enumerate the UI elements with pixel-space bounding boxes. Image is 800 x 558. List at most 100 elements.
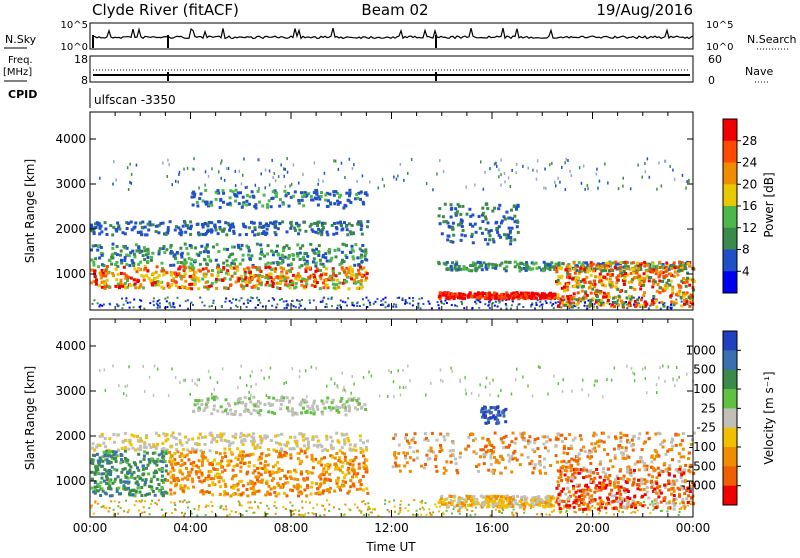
- scatter-cell: [123, 304, 125, 306]
- scatter-cell: [97, 265, 100, 268]
- scatter-cell: [326, 397, 329, 400]
- scatter-cell: [258, 187, 260, 190]
- scatter-cell: [270, 488, 273, 491]
- scatter-cell: [229, 278, 232, 281]
- scatter-cell: [356, 180, 358, 183]
- scatter-cell: [547, 263, 550, 266]
- scatter-cell: [293, 227, 296, 230]
- scatter-cell: [200, 399, 203, 402]
- scatter-cell: [642, 294, 645, 297]
- scatter-cell: [440, 495, 443, 498]
- scatter-cell: [151, 500, 153, 502]
- scatter-cell: [489, 307, 491, 309]
- scatter-cell: [210, 412, 213, 415]
- scatter-cell: [220, 476, 223, 479]
- scatter-cell: [222, 192, 225, 195]
- scatter-cell: [268, 508, 270, 510]
- scatter-cell: [274, 270, 277, 273]
- scatter-cell: [198, 509, 200, 511]
- scatter-cell: [283, 190, 286, 193]
- scatter-cell: [104, 274, 107, 277]
- scatter-cell: [211, 269, 214, 272]
- scatter-cell: [315, 193, 318, 196]
- scatter-cell: [125, 488, 128, 491]
- scatter-cell: [170, 463, 173, 466]
- scatter-cell: [264, 263, 267, 266]
- scatter-cell: [534, 307, 536, 309]
- scatter-cell: [562, 295, 565, 298]
- scatter-cell: [634, 276, 637, 279]
- scatter-cell: [266, 203, 269, 206]
- scatter-cell: [273, 491, 276, 494]
- scatter-cell: [149, 513, 151, 515]
- scatter-cell: [356, 399, 359, 402]
- scatter-cell: [123, 259, 126, 262]
- scatter-cell: [150, 480, 153, 483]
- scatter-cell: [113, 457, 116, 460]
- scatter-cell: [678, 261, 681, 264]
- scatter-cell: [326, 233, 329, 236]
- scatter-cell: [317, 440, 320, 443]
- scatter-cell: [275, 179, 277, 182]
- scatter-cell: [293, 485, 296, 488]
- scatter-cell: [139, 491, 142, 494]
- scatter-cell: [162, 447, 165, 450]
- scatter-cell: [126, 480, 129, 483]
- scatter-cell: [277, 261, 280, 264]
- scatter-cell: [538, 504, 541, 507]
- scatter-cell: [128, 264, 131, 267]
- scatter-cell: [149, 280, 152, 283]
- scatter-cell: [674, 266, 677, 269]
- scatter-cell: [92, 442, 95, 445]
- scatter-cell: [289, 227, 292, 230]
- scatter-cell: [649, 176, 651, 179]
- scatter-cell: [513, 205, 516, 208]
- scatter-cell: [204, 201, 207, 204]
- scatter-cell: [142, 468, 145, 471]
- scatter-cell: [607, 299, 610, 302]
- scatter-cell: [535, 296, 538, 299]
- scatter-cell: [484, 171, 486, 174]
- scatter-cell: [636, 262, 639, 265]
- scatter-cell: [142, 464, 145, 467]
- scatter-cell: [221, 505, 223, 507]
- scatter-cell: [409, 303, 411, 305]
- scatter-cell: [147, 464, 150, 467]
- scatter-cell: [109, 303, 111, 305]
- scatter-cell: [203, 409, 206, 412]
- scatter-cell: [658, 302, 660, 304]
- scatter-cell: [537, 159, 539, 162]
- scatter-cell: [567, 159, 569, 162]
- scatter-cell: [215, 198, 218, 201]
- scatter-cell: [127, 471, 130, 474]
- scatter-cell: [648, 276, 651, 279]
- scatter-cell: [247, 302, 249, 304]
- scatter-cell: [298, 432, 301, 435]
- scatter-cell: [133, 489, 136, 492]
- scatter-cell: [289, 184, 291, 187]
- scatter-cell: [90, 224, 93, 227]
- scatter-cell: [112, 226, 115, 229]
- scatter-cell: [300, 284, 303, 287]
- scatter-cell: [308, 266, 311, 269]
- scatter-cell: [244, 396, 247, 399]
- scatter-cell: [331, 305, 333, 307]
- scatter-cell: [202, 268, 205, 271]
- scatter-cell: [259, 462, 262, 465]
- scatter-cell: [268, 485, 271, 488]
- scatter-cell: [498, 500, 501, 503]
- scatter-cell: [360, 483, 363, 486]
- scatter-cell: [298, 514, 300, 516]
- scatter-cell: [588, 281, 591, 284]
- scatter-cell: [226, 264, 229, 267]
- colorbar-tick-label: 4: [742, 264, 750, 278]
- scatter-cell: [317, 183, 319, 186]
- scatter-cell: [336, 200, 339, 203]
- scatter-cell: [324, 478, 327, 481]
- scatter-cell: [212, 246, 215, 249]
- scatter-cell: [283, 492, 286, 495]
- scatter-cell: [526, 265, 529, 268]
- scatter-cell: [332, 233, 335, 236]
- scatter-cell: [428, 508, 430, 510]
- power-colorbar-label: Power [dB]: [762, 172, 776, 237]
